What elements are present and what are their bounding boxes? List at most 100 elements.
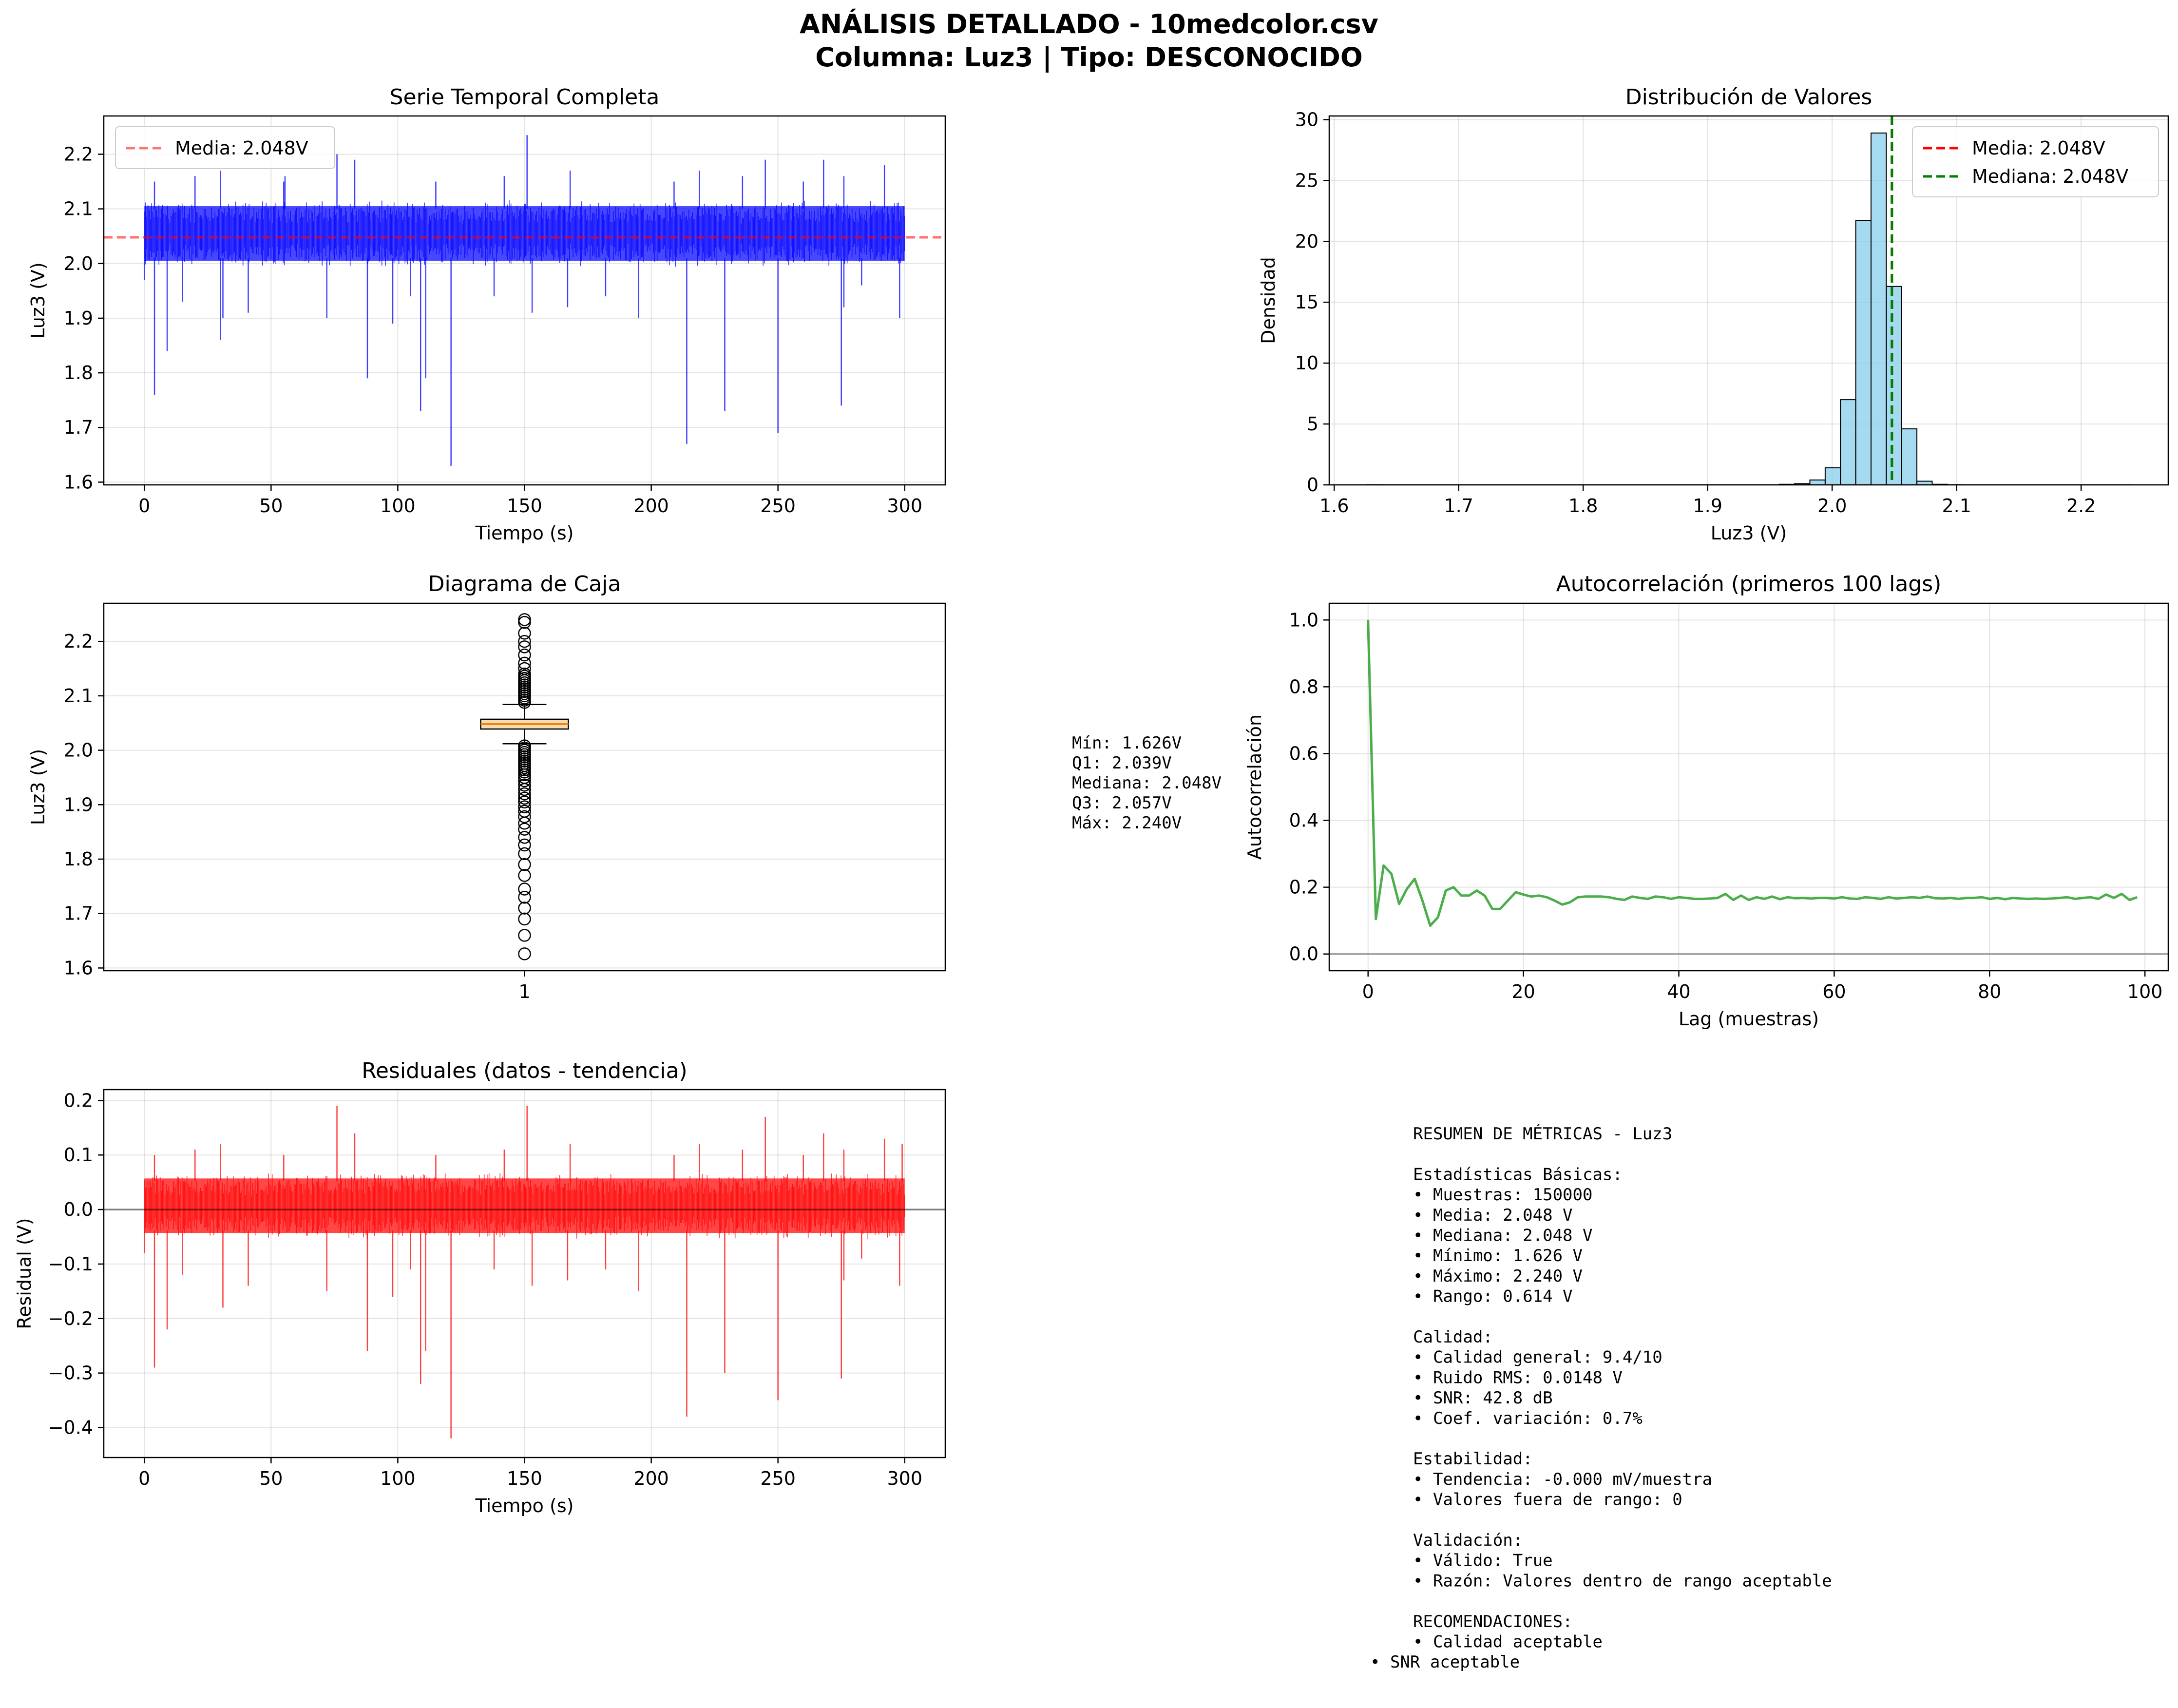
- histogram-xlabel: Luz3 (V): [1711, 522, 1787, 544]
- boxplot-ytick-label: 2.2: [64, 631, 93, 652]
- timeseries-ytick-label: 1.6: [64, 471, 93, 493]
- summary-line: • Media: 2.048 V: [1413, 1206, 1573, 1225]
- boxplot-stats-line: Máx: 2.240V: [1072, 813, 1182, 833]
- summary-line: • Coef. variación: 0.7%: [1413, 1409, 1643, 1428]
- residuals-line-group: [143, 1106, 905, 1439]
- boxplot-outlier: [518, 912, 531, 926]
- summary-line: • SNR: 42.8 dB: [1413, 1388, 1553, 1408]
- boxplot-stats-line: Mediana: 2.048V: [1072, 773, 1222, 793]
- boxplot-title: Diagrama de Caja: [428, 572, 621, 596]
- autocorrelation-ytick-label: 1.0: [1289, 609, 1318, 631]
- timeseries-ytick-label: 1.7: [64, 417, 93, 438]
- histogram-ytick-label: 10: [1295, 352, 1318, 374]
- residuals-ytick-label: 0.0: [64, 1199, 93, 1220]
- boxplot-outlier: [518, 838, 531, 852]
- summary-line: • Tendencia: -0.000 mV/muestra: [1413, 1470, 1712, 1489]
- residuals-xtick-label: 100: [380, 1468, 416, 1489]
- boxplot-xtick-label: 1: [518, 981, 530, 1002]
- boxplot-outlier: [518, 656, 531, 670]
- summary-line: • Muestras: 150000: [1413, 1185, 1592, 1205]
- timeseries-xtick-label: 300: [887, 495, 923, 517]
- histogram-ytick-label: 20: [1295, 230, 1318, 252]
- summary-line: • Máximo: 2.240 V: [1413, 1267, 1583, 1286]
- timeseries-ytick-label: 2.2: [64, 144, 93, 165]
- summary-line: • Calidad general: 9.4/10: [1413, 1348, 1662, 1367]
- residuals-xtick-label: 150: [507, 1468, 542, 1489]
- autocorrelation-xtick-label: 40: [1667, 981, 1690, 1002]
- residuals-ytick-label: 0.1: [64, 1144, 93, 1166]
- boxplot-outlier: [518, 615, 531, 629]
- timeseries-legend-label: Media: 2.048V: [175, 137, 308, 159]
- boxplot-frame: [103, 602, 946, 972]
- residuals-xtick-label: 250: [760, 1468, 796, 1489]
- residuals-ytick-label: 0.2: [64, 1090, 93, 1111]
- summary-line: • Valores fuera de rango: 0: [1413, 1490, 1682, 1510]
- summary-line: RESUMEN DE MÉTRICAS - Luz3: [1413, 1124, 1672, 1144]
- summary-line: • Calidad aceptable: [1413, 1632, 1603, 1652]
- boxplot-outlier: [518, 778, 531, 792]
- timeseries-xtick-label: 0: [138, 495, 150, 517]
- residuals-ytick-label: −0.4: [48, 1417, 93, 1438]
- boxplot-outlier: [518, 627, 531, 640]
- summary-line: Estabilidad:: [1413, 1449, 1533, 1469]
- boxplot-ytick-label: 1.8: [64, 848, 93, 870]
- histogram-xtick-label: 1.9: [1693, 495, 1722, 517]
- timeseries-ytick-label: 1.8: [64, 362, 93, 384]
- residuals-xtick-label: 300: [887, 1468, 923, 1489]
- boxplot-outlier: [518, 869, 531, 882]
- autocorrelation-ylabel: Autocorrelación: [1244, 714, 1265, 860]
- boxplot-outlier: [518, 902, 531, 915]
- histogram-bar: [1840, 399, 1856, 486]
- boxplot-outlier: [518, 890, 531, 904]
- autocorrelation-ytick-label: 0.8: [1289, 676, 1318, 697]
- boxplot-ytick-label: 1.6: [64, 957, 93, 979]
- boxplot-stats-line: Q3: 2.057V: [1072, 793, 1172, 813]
- timeseries-xtick-label: 250: [760, 495, 796, 517]
- histogram-bar: [1886, 286, 1902, 485]
- boxplot-ytick-label: 1.7: [64, 903, 93, 924]
- boxplot-outlier: [518, 667, 531, 681]
- timeseries-ylabel: Luz3 (V): [27, 262, 49, 338]
- summary-line: Estadísticas Básicas:: [1413, 1165, 1623, 1184]
- summary-line: RECOMENDACIONES:: [1413, 1612, 1573, 1631]
- histogram-bar: [1809, 480, 1826, 485]
- timeseries-line-group: [143, 135, 905, 466]
- boxplot-outlier: [518, 847, 531, 861]
- figure-title: ANÁLISIS DETALLADO - 10medcolor.csv: [800, 9, 1378, 39]
- autocorrelation-ytick-label: 0.6: [1289, 743, 1318, 764]
- residuals-panel: Residuales (datos - tendencia) −0.4 −0.3 −0…: [14, 1058, 946, 1516]
- boxplot-ylabel: Luz3 (V): [27, 749, 49, 825]
- residuals-xtick-label: 200: [633, 1468, 669, 1489]
- timeseries-panel: Serie Temporal Completa 1.6 1.7 1.8 1.9 2.0 2.…: [27, 85, 946, 544]
- autocorrelation-xtick-label: 60: [1822, 981, 1846, 1002]
- histogram-frame: [1328, 115, 2169, 486]
- summary-line: • Mediana: 2.048 V: [1413, 1226, 1592, 1246]
- boxplot-outlier: [518, 613, 531, 626]
- histogram-ytick-label: 0: [1307, 474, 1318, 496]
- boxplot-stats-line: Mín: 1.626V: [1072, 733, 1182, 753]
- summary-line: Calidad:: [1413, 1327, 1493, 1347]
- histogram-bar: [1824, 467, 1841, 486]
- summary-line: • Válido: True: [1413, 1551, 1553, 1571]
- residuals-ytick-label: −0.1: [48, 1253, 93, 1275]
- histogram-xtick-label: 1.8: [1568, 495, 1598, 517]
- boxplot-ytick-label: 1.9: [64, 794, 93, 815]
- summary-line: • Ruido RMS: 0.0148 V: [1413, 1368, 1623, 1387]
- histogram-legend-label: Media: 2.048V: [1972, 137, 2105, 159]
- summary-line: • Rango: 0.614 V: [1413, 1287, 1573, 1306]
- histogram-title: Distribución de Valores: [1625, 85, 1872, 110]
- boxplot-ytick-label: 2.0: [64, 740, 93, 761]
- boxplot-outlier: [518, 648, 531, 662]
- boxplot-outlier: [518, 795, 531, 808]
- boxplot-outlier: [518, 810, 531, 824]
- autocorrelation-xtick-label: 0: [1362, 981, 1374, 1002]
- summary-last-line: • SNR aceptable: [1370, 1652, 1520, 1672]
- autocorrelation-title: Autocorrelación (primeros 100 lags): [1556, 572, 1942, 596]
- autocorrelation-ytick-label: 0.4: [1289, 810, 1318, 831]
- boxplot-stats-line: Q1: 2.039V: [1072, 753, 1172, 773]
- residuals-xtick-label: 50: [259, 1468, 283, 1489]
- residuals-frame: [103, 1089, 946, 1459]
- boxplot-outlier: [518, 791, 531, 805]
- histogram-ytick-label: 25: [1295, 170, 1318, 191]
- histogram-xtick-label: 2.0: [1817, 495, 1847, 517]
